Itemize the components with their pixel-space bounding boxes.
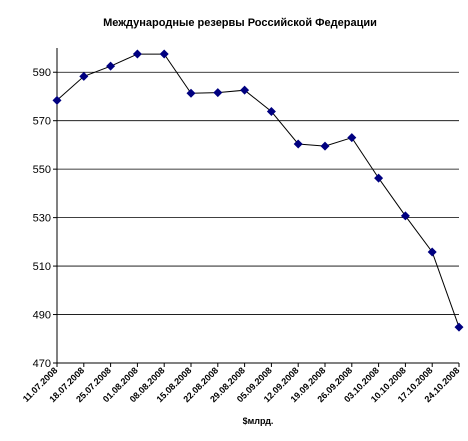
y-tick-labels: 470 490 510 530 550 570 590: [33, 67, 57, 370]
data-point: [347, 133, 357, 143]
data-point: [186, 88, 196, 98]
data-point: [240, 85, 250, 95]
data-point: [159, 49, 169, 59]
y-tick-label: 470: [33, 358, 51, 370]
x-axis-label: $млрд.: [243, 416, 274, 426]
data-point: [427, 247, 437, 257]
data-point: [52, 95, 62, 105]
data-point: [79, 71, 89, 81]
data-point: [320, 141, 330, 151]
data-point: [106, 61, 116, 71]
data-point: [213, 88, 223, 98]
y-tick-label: 510: [33, 261, 51, 273]
y-tick-label: 570: [33, 116, 51, 128]
gridlines: [57, 71, 459, 315]
y-tick-label: 530: [33, 213, 51, 225]
data-point: [293, 139, 303, 149]
data-point: [266, 106, 276, 116]
y-tick-label: 590: [33, 67, 51, 79]
data-point: [454, 322, 464, 332]
x-tick-labels: 11.07.200818.07.200825.07.200801.08.2008…: [21, 363, 461, 404]
chart-title: Международные резервы Российской Федерац…: [103, 17, 377, 29]
y-tick-label: 550: [33, 164, 51, 176]
data-point: [132, 49, 142, 59]
data-point: [400, 211, 410, 221]
y-tick-label: 490: [33, 310, 51, 322]
series-group: [52, 49, 464, 332]
series-line: [56, 53, 460, 328]
data-point: [374, 173, 384, 183]
